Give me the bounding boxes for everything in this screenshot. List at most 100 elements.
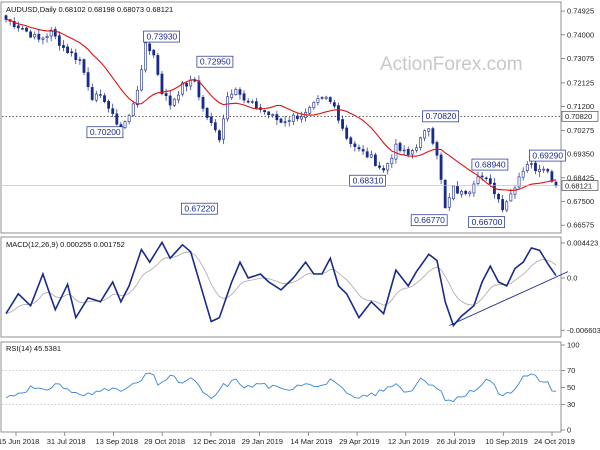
candle-body — [316, 98, 320, 103]
current-price-label: 0.68121 — [565, 181, 592, 190]
rsi-panel-frame — [0, 341, 562, 433]
candle-body — [49, 29, 53, 37]
candle-body — [263, 110, 266, 113]
candle-body — [86, 72, 90, 87]
candle-body — [205, 107, 209, 118]
candle-body — [140, 69, 143, 91]
candle-body — [402, 149, 406, 152]
annotation-label: 0.68940 — [475, 159, 506, 169]
candle-body — [291, 114, 295, 122]
candle-body — [505, 201, 509, 211]
annotation-label: 0.66770 — [414, 215, 445, 225]
annotation-label: 0.69290 — [532, 150, 563, 160]
macd-header: MACD(12,26,9) 0.000255 0.001752 — [6, 240, 125, 249]
candle-body — [534, 162, 537, 172]
x-tick-label: 12 Dec 2018 — [193, 437, 236, 446]
candle-body — [4, 15, 8, 20]
price-tick-label: 0.71200 — [567, 102, 594, 111]
ma-series-line — [5, 18, 557, 192]
candle-body — [542, 168, 546, 171]
annotation-box — [86, 126, 124, 139]
x-tick-label: 26 Jul 2019 — [437, 437, 476, 446]
candle-body — [176, 94, 180, 101]
candle-body — [156, 55, 160, 75]
candle-body — [484, 177, 488, 179]
candle-body — [41, 37, 45, 40]
candle-body — [394, 143, 398, 160]
candle-body — [82, 59, 86, 73]
price-tick-label: 0.74925 — [567, 7, 594, 16]
candle-body — [160, 73, 164, 94]
candle-body — [16, 25, 20, 29]
candle-body — [283, 121, 287, 123]
candle-body — [12, 20, 16, 27]
candle-body — [324, 96, 328, 99]
annotation-box — [529, 149, 566, 162]
candle-body — [246, 100, 250, 103]
annotation-box — [410, 214, 448, 227]
candle-body — [443, 180, 447, 209]
annotation-box — [196, 55, 234, 68]
rsi-tick-label: 0 — [567, 426, 571, 435]
x-tick-label: 24 Oct 2019 — [534, 437, 575, 446]
reference-line-label-box — [561, 111, 599, 122]
candle-body — [152, 49, 156, 56]
candle-body — [172, 98, 176, 106]
candle-body — [390, 157, 394, 164]
candle-body — [242, 93, 246, 101]
candle-body — [62, 45, 65, 48]
candle-body — [386, 163, 390, 171]
candle-body — [345, 127, 349, 139]
candle-body — [472, 183, 476, 194]
macd-lines — [5, 240, 569, 328]
candle-body — [78, 59, 82, 61]
candle-body — [21, 28, 24, 30]
x-axis: 15 Jun 2018 31 Jul 2018 13 Sep 2018 29 Oct … — [0, 432, 575, 446]
price-tick-label: 0.73075 — [567, 54, 594, 63]
price-panel-frame — [0, 1, 562, 234]
rsi-lines — [5, 372, 557, 403]
candle-body — [135, 89, 139, 106]
candle-body — [554, 181, 558, 186]
candle-body — [337, 105, 340, 121]
candle-body — [57, 35, 61, 46]
candle-body — [419, 137, 422, 148]
candle-body — [398, 142, 402, 151]
x-tick-label: 10 Sep 2019 — [485, 437, 528, 446]
candle-body — [312, 102, 316, 109]
price-tick-label: 0.68425 — [567, 173, 594, 182]
candle-body — [111, 108, 115, 114]
x-tick-label: 29 Jan 2019 — [242, 437, 283, 446]
x-tick-label: 12 Jun 2019 — [388, 437, 429, 446]
candle-body — [300, 116, 303, 120]
candle-body — [378, 165, 381, 168]
candle-body — [213, 122, 217, 131]
rsi-tick-label: 100 — [567, 341, 580, 350]
candle-body — [94, 93, 98, 101]
candle-body — [33, 34, 37, 38]
candle-body — [197, 80, 201, 98]
candle-body — [181, 82, 184, 95]
candle-body — [234, 89, 238, 95]
candle-body — [550, 171, 554, 182]
candle-body — [406, 149, 410, 156]
candle-body — [341, 119, 344, 129]
candle-body — [230, 93, 234, 98]
rsi-header: RSI(14) 45.5381 — [6, 344, 61, 353]
candle-body — [201, 96, 205, 109]
price-current: 0.68121 — [2, 180, 599, 191]
candle-body — [279, 118, 283, 123]
price-tick-label: 0.72125 — [567, 78, 594, 87]
candle-body — [332, 102, 336, 107]
candle-body — [275, 114, 279, 121]
candle-body — [320, 97, 324, 99]
candle-body — [168, 95, 172, 106]
candle-body — [131, 103, 135, 116]
candle-body — [415, 147, 418, 151]
price-tick-label: 0.69350 — [567, 150, 594, 159]
candle-body — [29, 31, 33, 38]
price-annotations: 0.73930 0.72950 0.70200 0.67220 0.70820 0.683… — [86, 30, 566, 228]
candle-body — [115, 113, 119, 125]
candle-body — [193, 80, 197, 82]
